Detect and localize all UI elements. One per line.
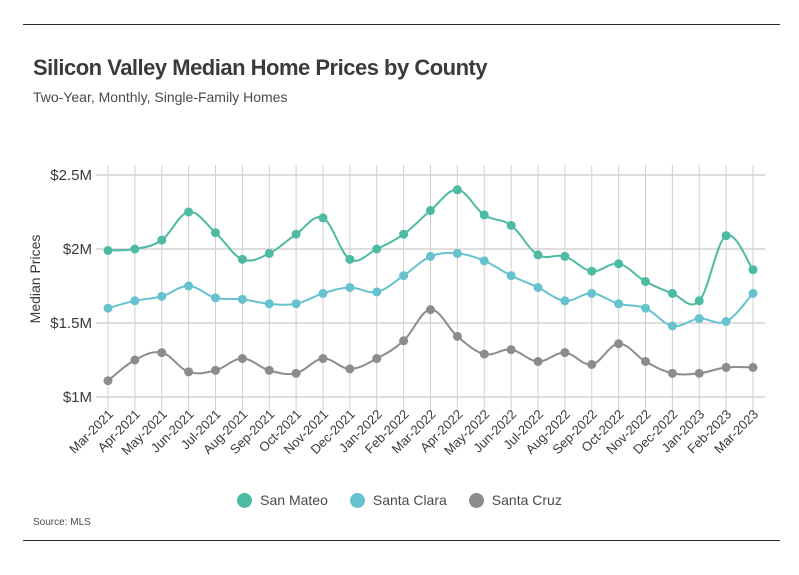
data-point-santa-clara	[614, 299, 624, 309]
bottom-rule	[23, 540, 780, 541]
legend-item-santa-clara: Santa Clara	[349, 492, 447, 508]
data-point-santa-cruz	[103, 376, 113, 386]
chart-subtitle: Two-Year, Monthly, Single-Family Homes	[33, 89, 288, 105]
data-point-santa-clara	[345, 282, 355, 292]
data-point-santa-clara	[103, 303, 113, 313]
data-point-san-mateo	[587, 266, 597, 276]
data-point-santa-clara	[426, 251, 435, 261]
data-point-santa-clara	[184, 281, 194, 291]
data-point-santa-cruz	[399, 336, 409, 346]
data-point-santa-clara	[533, 282, 543, 292]
legend-label-santa-cruz: Santa Cruz	[491, 492, 562, 508]
data-point-santa-clara	[157, 291, 167, 301]
data-point-san-mateo	[157, 235, 167, 245]
data-point-santa-clara	[318, 288, 328, 298]
legend-swatch-santa-cruz	[468, 492, 484, 508]
data-point-san-mateo	[694, 296, 704, 306]
data-point-santa-clara	[641, 303, 650, 313]
data-point-san-mateo	[399, 229, 409, 239]
data-point-santa-cruz	[479, 349, 489, 359]
data-point-san-mateo	[533, 250, 543, 260]
data-point-santa-clara	[452, 248, 462, 258]
data-point-san-mateo	[506, 220, 516, 230]
data-point-santa-cruz	[237, 354, 247, 364]
data-point-santa-clara	[479, 256, 489, 266]
legend-label-san-mateo: San Mateo	[260, 492, 328, 508]
line-chart: $1M$1.5M$2M$2.5MMar-2021Apr-2021May-2021…	[27, 165, 765, 458]
data-point-san-mateo	[103, 245, 113, 255]
data-point-san-mateo	[667, 288, 677, 298]
legend-swatch-san-mateo	[237, 492, 253, 508]
data-point-santa-cruz	[748, 362, 758, 372]
data-point-santa-cruz	[506, 345, 516, 355]
y-tick-label: $2M	[63, 241, 92, 258]
data-point-santa-cruz	[372, 354, 382, 364]
data-point-santa-clara	[237, 294, 247, 304]
y-tick-label: $1.5M	[50, 315, 92, 332]
data-point-santa-cruz	[345, 364, 355, 374]
data-point-santa-clara	[372, 287, 382, 297]
data-point-santa-cruz	[157, 348, 167, 358]
data-point-santa-cruz	[641, 356, 650, 366]
y-tick-label: $2.5M	[50, 167, 92, 184]
y-tick-label: $1M	[63, 389, 92, 406]
data-point-san-mateo	[184, 207, 194, 217]
legend-item-san-mateo: San Mateo	[237, 492, 328, 508]
data-point-santa-clara	[130, 296, 140, 306]
data-point-san-mateo	[641, 277, 650, 287]
data-point-santa-cruz	[184, 367, 194, 377]
data-point-santa-cruz	[533, 356, 543, 366]
data-point-san-mateo	[130, 244, 140, 254]
data-point-san-mateo	[721, 231, 731, 241]
data-point-san-mateo	[560, 251, 570, 261]
data-point-santa-clara	[291, 299, 301, 309]
data-point-san-mateo	[318, 213, 328, 223]
data-point-san-mateo	[291, 229, 301, 239]
y-axis-label: Median Prices	[27, 235, 43, 324]
source-note: Source: MLS	[33, 517, 91, 528]
data-point-santa-cruz	[587, 359, 597, 369]
data-point-santa-clara	[560, 296, 570, 306]
data-point-san-mateo	[748, 265, 758, 275]
chart-legend: San Mateo Santa Clara Santa Cruz	[0, 492, 799, 508]
legend-item-santa-cruz: Santa Cruz	[468, 492, 562, 508]
data-point-santa-clara	[264, 299, 274, 309]
data-point-santa-clara	[211, 293, 220, 303]
data-point-santa-cruz	[291, 368, 301, 378]
data-point-santa-clara	[506, 271, 516, 281]
data-point-santa-cruz	[211, 365, 220, 375]
data-point-san-mateo	[452, 185, 462, 195]
chart-title: Silicon Valley Median Home Prices by Cou…	[33, 55, 488, 80]
data-point-san-mateo	[237, 254, 247, 264]
data-point-santa-cruz	[452, 331, 462, 341]
data-point-santa-cruz	[694, 368, 704, 378]
data-point-santa-clara	[721, 317, 731, 327]
legend-swatch-santa-clara	[349, 492, 365, 508]
data-point-santa-cruz	[667, 368, 677, 378]
top-rule	[23, 24, 780, 25]
data-point-san-mateo	[264, 248, 274, 258]
data-point-santa-cruz	[130, 355, 140, 365]
data-point-santa-cruz	[318, 354, 328, 364]
data-point-san-mateo	[345, 254, 355, 264]
data-point-santa-clara	[748, 288, 758, 298]
data-point-santa-clara	[667, 321, 677, 331]
data-point-san-mateo	[211, 228, 220, 238]
data-point-santa-clara	[587, 288, 597, 298]
data-point-san-mateo	[426, 206, 435, 216]
data-point-santa-cruz	[426, 305, 435, 315]
data-point-san-mateo	[372, 244, 382, 254]
data-point-santa-clara	[694, 314, 704, 324]
data-point-santa-cruz	[560, 348, 570, 358]
data-point-santa-cruz	[614, 339, 624, 349]
legend-label-santa-clara: Santa Clara	[372, 492, 447, 508]
data-point-santa-cruz	[264, 365, 274, 375]
data-point-santa-cruz	[721, 362, 731, 372]
data-point-san-mateo	[479, 210, 489, 220]
data-point-san-mateo	[614, 259, 624, 269]
data-point-santa-clara	[399, 271, 409, 281]
